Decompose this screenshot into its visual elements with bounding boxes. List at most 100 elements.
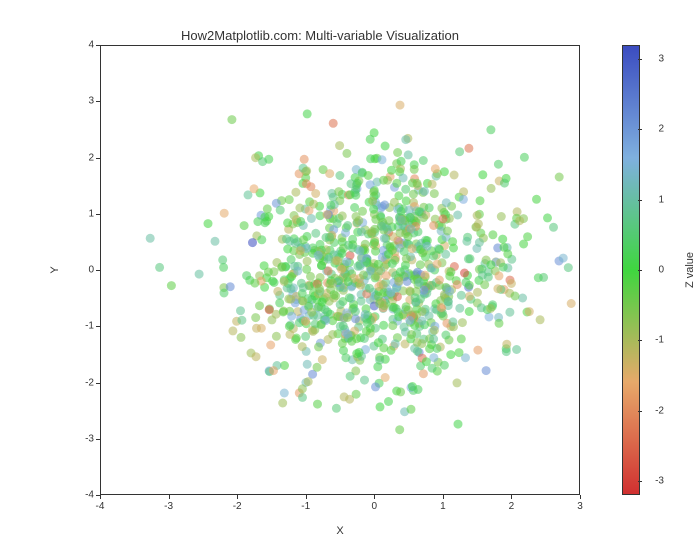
scatter-point bbox=[381, 142, 390, 151]
scatter-point bbox=[511, 292, 520, 301]
scatter-point bbox=[309, 200, 318, 209]
scatter-point bbox=[486, 125, 495, 134]
scatter-point bbox=[515, 216, 524, 225]
scatter-point bbox=[298, 384, 307, 393]
scatter-point bbox=[347, 337, 356, 346]
scatter-point bbox=[525, 307, 534, 316]
x-tick-label: 2 bbox=[509, 501, 515, 512]
scatter-point bbox=[291, 188, 300, 197]
scatter-point bbox=[433, 260, 442, 269]
scatter-point bbox=[425, 203, 434, 212]
scatter-point bbox=[457, 334, 466, 343]
scatter-point bbox=[453, 378, 462, 387]
scatter-point bbox=[392, 179, 401, 188]
scatter-point bbox=[277, 263, 286, 272]
scatter-point bbox=[317, 320, 326, 329]
scatter-point bbox=[415, 278, 424, 287]
scatter-point bbox=[374, 266, 383, 275]
scatter-point bbox=[373, 362, 382, 371]
scatter-point bbox=[265, 305, 274, 314]
cbar-tick-mark bbox=[638, 59, 642, 60]
scatter-point bbox=[473, 346, 482, 355]
scatter-point bbox=[397, 207, 406, 216]
scatter-point bbox=[458, 318, 467, 327]
scatter-point bbox=[460, 269, 469, 278]
scatter-point bbox=[318, 298, 327, 307]
scatter-point bbox=[299, 283, 308, 292]
cbar-tick-mark bbox=[638, 411, 642, 412]
cbar-tick-mark bbox=[638, 481, 642, 482]
scatter-point bbox=[415, 207, 424, 216]
scatter-point bbox=[445, 287, 454, 296]
scatter-point bbox=[497, 212, 506, 221]
x-tick-mark bbox=[169, 495, 170, 499]
scatter-point bbox=[253, 217, 262, 226]
scatter-point bbox=[370, 238, 379, 247]
scatter-point bbox=[474, 219, 483, 228]
scatter-point bbox=[397, 216, 406, 225]
scatter-points bbox=[101, 46, 579, 494]
x-axis-label: X bbox=[100, 525, 580, 537]
y-tick-label: 2 bbox=[72, 152, 94, 163]
scatter-point bbox=[386, 288, 395, 297]
scatter-point bbox=[459, 195, 468, 204]
scatter-point bbox=[237, 316, 246, 325]
scatter-point bbox=[346, 190, 355, 199]
scatter-point bbox=[325, 233, 334, 242]
scatter-point bbox=[311, 189, 320, 198]
scatter-point bbox=[343, 221, 352, 230]
scatter-point bbox=[419, 286, 428, 295]
scatter-point bbox=[495, 319, 504, 328]
scatter-point bbox=[303, 109, 312, 118]
scatter-point bbox=[388, 303, 397, 312]
y-tick-mark bbox=[96, 158, 100, 159]
scatter-point bbox=[435, 245, 444, 254]
scatter-point bbox=[218, 255, 227, 264]
scatter-point bbox=[287, 312, 296, 321]
cbar-tick-mark bbox=[638, 270, 642, 271]
scatter-point bbox=[486, 260, 495, 269]
scatter-point bbox=[384, 397, 393, 406]
scatter-point bbox=[402, 302, 411, 311]
scatter-point bbox=[494, 160, 503, 169]
scatter-point bbox=[371, 215, 380, 224]
scatter-point bbox=[251, 313, 260, 322]
scatter-point bbox=[329, 119, 338, 128]
scatter-point bbox=[443, 227, 452, 236]
scatter-point bbox=[285, 322, 294, 331]
scatter-point bbox=[519, 240, 528, 249]
scatter-point bbox=[220, 289, 229, 298]
scatter-point bbox=[317, 261, 326, 270]
scatter-point bbox=[334, 187, 343, 196]
scatter-point bbox=[429, 335, 438, 344]
scatter-point bbox=[280, 389, 289, 398]
scatter-point bbox=[354, 216, 363, 225]
cbar-tick-label: 3 bbox=[658, 54, 664, 65]
scatter-point bbox=[369, 205, 378, 214]
scatter-point bbox=[356, 262, 365, 271]
scatter-point bbox=[358, 254, 367, 263]
scatter-point bbox=[298, 342, 307, 351]
scatter-point bbox=[298, 393, 307, 402]
scatter-point bbox=[283, 218, 292, 227]
scatter-point bbox=[395, 425, 404, 434]
scatter-point bbox=[280, 277, 289, 286]
scatter-point bbox=[407, 405, 416, 414]
scatter-point bbox=[359, 270, 368, 279]
scatter-point bbox=[464, 144, 473, 153]
x-tick-mark bbox=[306, 495, 307, 499]
scatter-point bbox=[357, 227, 366, 236]
scatter-point bbox=[293, 267, 302, 276]
scatter-point bbox=[390, 198, 399, 207]
scatter-point bbox=[559, 254, 568, 263]
x-tick-mark bbox=[443, 495, 444, 499]
x-tick-label: -4 bbox=[96, 501, 105, 512]
y-tick-mark bbox=[96, 214, 100, 215]
scatter-point bbox=[285, 330, 294, 339]
scatter-point bbox=[549, 223, 558, 232]
scatter-point bbox=[536, 315, 545, 324]
scatter-point bbox=[499, 263, 508, 272]
scatter-point bbox=[371, 382, 380, 391]
scatter-point bbox=[462, 278, 471, 287]
scatter-point bbox=[464, 254, 473, 263]
